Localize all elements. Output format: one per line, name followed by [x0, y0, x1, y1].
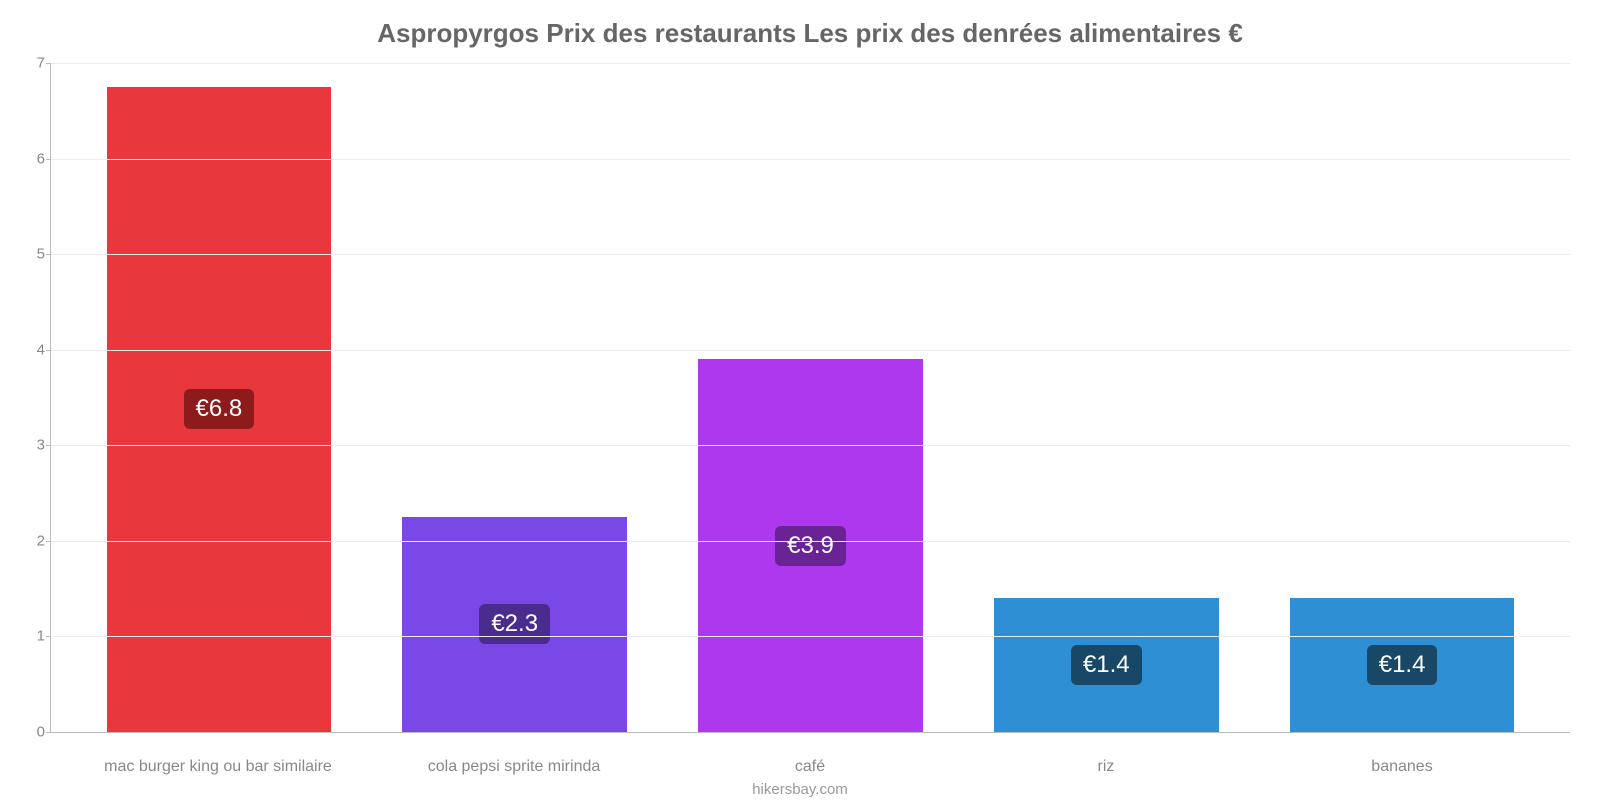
ytick-label: 5	[21, 246, 45, 263]
bar-slot: €2.3	[367, 63, 663, 732]
ytick-mark	[46, 159, 51, 160]
ytick-label: 4	[21, 341, 45, 358]
bar-chart: Aspropyrgos Prix des restaurants Les pri…	[0, 0, 1600, 800]
ytick-mark	[46, 541, 51, 542]
value-badge: €1.4	[1367, 645, 1438, 685]
ytick-label: 0	[21, 724, 45, 741]
credit-text: hikersbay.com	[0, 781, 1600, 798]
plot-area: €6.8€2.3€3.9€1.4€1.4 01234567	[50, 63, 1570, 733]
gridline	[51, 445, 1570, 446]
ytick-label: 6	[21, 150, 45, 167]
bars-container: €6.8 €2.3 €3.9 €1.4 €1.4	[51, 63, 1570, 732]
ytick-mark	[46, 445, 51, 446]
ytick-mark	[46, 350, 51, 351]
x-axis-label: cola pepsi sprite mirinda	[366, 758, 662, 776]
chart-title: Aspropyrgos Prix des restaurants Les pri…	[50, 10, 1570, 63]
value-badge: €1.4	[1071, 645, 1142, 685]
value-badge: €2.3	[479, 604, 550, 644]
bar-slot: €1.4	[958, 63, 1254, 732]
ytick-label: 2	[21, 532, 45, 549]
x-axis-labels: mac burger king ou bar similairecola pep…	[50, 758, 1570, 776]
ytick-mark	[46, 254, 51, 255]
ytick-label: 3	[21, 437, 45, 454]
ytick-mark	[46, 63, 51, 64]
bar-slot: €1.4	[1254, 63, 1550, 732]
ytick-label: 7	[21, 55, 45, 72]
value-badge: €3.9	[775, 526, 846, 566]
x-axis-label: mac burger king ou bar similaire	[70, 758, 366, 776]
bar-slot: €3.9	[663, 63, 959, 732]
x-axis-label: bananes	[1254, 758, 1550, 776]
gridline	[51, 254, 1570, 255]
ytick-mark	[46, 732, 51, 733]
gridline	[51, 636, 1570, 637]
ytick-label: 1	[21, 628, 45, 645]
gridline	[51, 541, 1570, 542]
gridline	[51, 159, 1570, 160]
value-badge: €6.8	[184, 389, 255, 429]
bar-slot: €6.8	[71, 63, 367, 732]
bar: €6.8	[107, 87, 332, 732]
gridline	[51, 63, 1570, 64]
bar: €1.4	[994, 598, 1219, 732]
gridline	[51, 350, 1570, 351]
ytick-mark	[46, 636, 51, 637]
x-axis-label: riz	[958, 758, 1254, 776]
bar: €3.9	[698, 359, 923, 732]
bar: €2.3	[402, 517, 627, 732]
x-axis-label: café	[662, 758, 958, 776]
bar: €1.4	[1290, 598, 1515, 732]
